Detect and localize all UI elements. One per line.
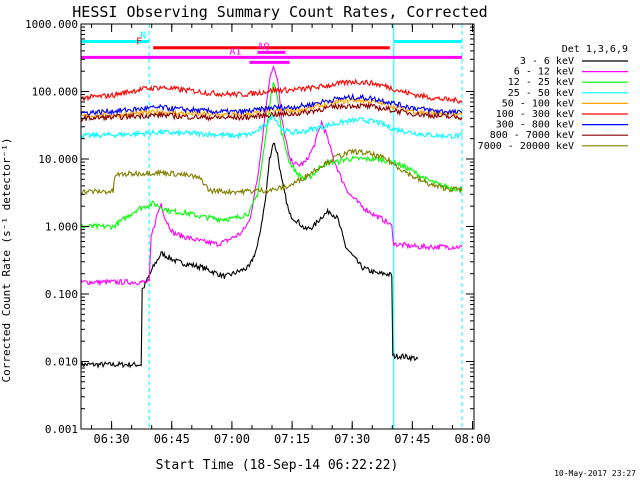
- x-tick-label-4: 07:30: [334, 432, 370, 446]
- series-line-5: [80, 78, 463, 104]
- legend-label-0: 3 - 6 keV: [520, 56, 574, 67]
- x-tick-label-6: 08:00: [454, 432, 490, 446]
- y-tick-label-6: 1000.000: [25, 18, 78, 31]
- series-line-2: [80, 82, 463, 231]
- legend-label-6: 300 - 800 keV: [496, 120, 574, 131]
- series-line-8: [80, 148, 463, 197]
- x-tick-label-0: 06:30: [94, 432, 130, 446]
- y-tick-label-4: 10.000: [38, 153, 78, 166]
- y-tick-label-2: 0.100: [45, 288, 78, 301]
- x-tick-label-1: 06:45: [154, 432, 190, 446]
- x-axis-label: Start Time (18-Sep-14 06:22:22): [156, 458, 399, 473]
- y-tick-label-5: 100.000: [32, 86, 78, 99]
- legend-label-4: 50 - 100 keV: [502, 98, 574, 109]
- legend-label-2: 12 - 25 keV: [508, 77, 574, 88]
- plot-frame: [80, 23, 475, 430]
- y-tick-label-0: 0.001: [45, 423, 78, 436]
- series-line-6: [80, 92, 463, 117]
- series-line-1: [80, 64, 463, 287]
- x-tick-label-5: 07:45: [394, 432, 430, 446]
- series-line-0: [80, 142, 419, 369]
- legend-label-3: 25 - 50 keV: [508, 88, 574, 99]
- flag-label-0: N: [140, 31, 146, 42]
- y-tick-label-1: 0.010: [45, 356, 78, 369]
- legend-label-1: 6 - 12 keV: [514, 67, 574, 78]
- flag-label-1: F: [136, 37, 142, 48]
- y-axis-label: Corrected Count Rate (s⁻¹ detector⁻¹): [0, 137, 13, 382]
- legend-label-5: 100 - 300 keV: [496, 109, 574, 120]
- flag-label-3: AQ: [257, 41, 269, 52]
- y-tick-label-3: 1.000: [45, 221, 78, 234]
- series-line-7: [80, 102, 463, 123]
- flag-label-2: A1: [229, 46, 241, 57]
- legend-title: Det 1,3,6,9: [562, 44, 628, 55]
- legend-label-8: 7000 - 20000 keV: [478, 141, 574, 152]
- footer-date: 10-May-2017 23:27: [554, 469, 636, 478]
- series-line-3: [80, 113, 463, 140]
- x-tick-label-3: 07:15: [274, 432, 310, 446]
- chart-title: HESSI Observing Summary Count Rates, Cor…: [72, 3, 487, 21]
- legend-label-7: 800 - 7000 keV: [490, 130, 574, 141]
- x-tick-label-2: 07:00: [214, 432, 250, 446]
